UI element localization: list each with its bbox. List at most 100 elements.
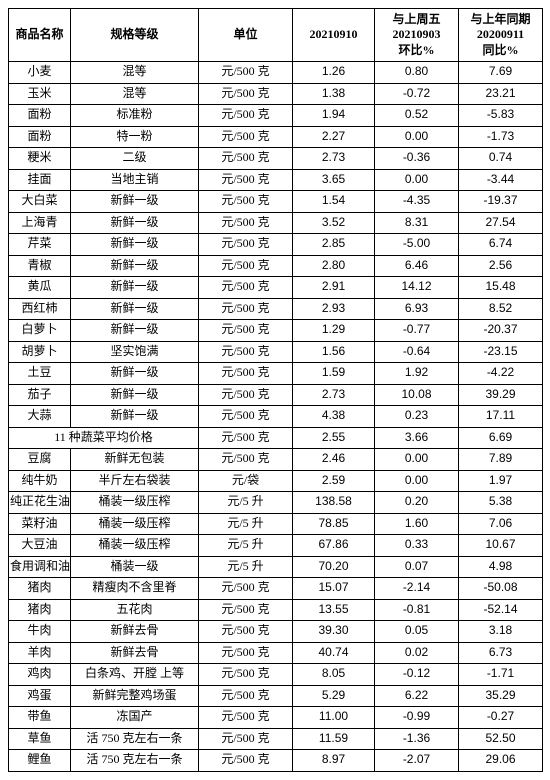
cell-price: 39.30 [293,621,375,643]
cell-price: 15.07 [293,578,375,600]
cell-spec: 新鲜一级 [71,255,199,277]
cell-name: 芹菜 [9,234,71,256]
col-header-wow: 与上周五 20210903 环比% [375,9,459,62]
cell-wow: 6.93 [375,298,459,320]
table-row: 面粉特一粉元/500 克2.270.00-1.73 [9,126,543,148]
table-row: 鲤鱼活 750 克左右一条元/500 克8.97-2.0729.06 [9,750,543,772]
table-row: 大蒜新鲜一级元/500 克4.380.2317.11 [9,406,543,428]
cell-price: 11.00 [293,707,375,729]
price-table: 商品名称 规格等级 单位 20210910 与上周五 20210903 环比% … [8,8,543,772]
cell-yoy: -20.37 [459,320,543,342]
table-body: 小麦混等元/500 克1.260.807.69玉米混等元/500 克1.38-0… [9,62,543,772]
cell-spec: 半斤左右袋装 [71,470,199,492]
cell-name: 黄瓜 [9,277,71,299]
cell-price: 13.55 [293,599,375,621]
cell-wow: 0.00 [375,126,459,148]
cell-price: 2.91 [293,277,375,299]
cell-name: 面粉 [9,126,71,148]
cell-unit: 元/500 克 [199,83,293,105]
cell-price: 1.94 [293,105,375,127]
cell-name: 菜籽油 [9,513,71,535]
cell-spec: 活 750 克左右一条 [71,750,199,772]
cell-yoy: 35.29 [459,685,543,707]
cell-spec: 桶装一级 [71,556,199,578]
table-row: 大豆油桶装一级压榨元/5 升67.860.3310.67 [9,535,543,557]
header-row: 商品名称 规格等级 单位 20210910 与上周五 20210903 环比% … [9,9,543,62]
cell-spec: 当地主销 [71,169,199,191]
merged-label-cell: 11 种蔬菜平均价格 [9,427,199,449]
cell-yoy: 6.74 [459,234,543,256]
cell-name: 上海青 [9,212,71,234]
cell-wow: 0.05 [375,621,459,643]
cell-wow: 14.12 [375,277,459,299]
cell-name: 青椒 [9,255,71,277]
cell-wow: 0.20 [375,492,459,514]
table-row: 胡萝卜坚实饱满元/500 克1.56-0.64-23.15 [9,341,543,363]
table-row: 上海青新鲜一级元/500 克3.528.3127.54 [9,212,543,234]
cell-unit: 元/500 克 [199,255,293,277]
cell-name: 西红柿 [9,298,71,320]
cell-yoy: 7.06 [459,513,543,535]
cell-yoy: 4.98 [459,556,543,578]
cell-wow: 0.07 [375,556,459,578]
cell-yoy: 3.18 [459,621,543,643]
cell-wow: 6.46 [375,255,459,277]
cell-wow: -0.77 [375,320,459,342]
cell-spec: 特一粉 [71,126,199,148]
cell-spec: 新鲜一级 [71,384,199,406]
table-row: 挂面当地主销元/500 克3.650.00-3.44 [9,169,543,191]
cell-name: 猪肉 [9,599,71,621]
table-row: 纯正花生油桶装一级压榨元/5 升138.580.205.38 [9,492,543,514]
cell-wow: -0.12 [375,664,459,686]
cell-spec: 新鲜一级 [71,234,199,256]
cell-wow: -0.64 [375,341,459,363]
cell-wow: 1.60 [375,513,459,535]
cell-yoy: 10.67 [459,535,543,557]
cell-price: 138.58 [293,492,375,514]
cell-yoy: -5.83 [459,105,543,127]
cell-name: 豆腐 [9,449,71,471]
cell-name: 鸡蛋 [9,685,71,707]
cell-wow: -0.72 [375,83,459,105]
cell-spec: 活 750 克左右一条 [71,728,199,750]
cell-yoy: 27.54 [459,212,543,234]
cell-spec: 混等 [71,62,199,84]
cell-spec: 标准粉 [71,105,199,127]
cell-price: 1.59 [293,363,375,385]
cell-unit: 元/500 克 [199,126,293,148]
cell-unit: 元/500 克 [199,621,293,643]
cell-unit: 元/500 克 [199,427,293,449]
table-row: 小麦混等元/500 克1.260.807.69 [9,62,543,84]
cell-unit: 元/500 克 [199,212,293,234]
cell-unit: 元/500 克 [199,664,293,686]
cell-unit: 元/500 克 [199,449,293,471]
cell-wow: 0.00 [375,449,459,471]
cell-name: 大蒜 [9,406,71,428]
cell-yoy: 52.50 [459,728,543,750]
cell-wow: 1.92 [375,363,459,385]
cell-unit: 元/袋 [199,470,293,492]
cell-spec: 桶装一级压榨 [71,513,199,535]
cell-wow: 0.23 [375,406,459,428]
cell-price: 3.65 [293,169,375,191]
cell-spec: 新鲜一级 [71,212,199,234]
table-row: 面粉标准粉元/500 克1.940.52-5.83 [9,105,543,127]
table-row: 纯牛奶半斤左右袋装元/袋2.590.001.97 [9,470,543,492]
cell-spec: 新鲜一级 [71,363,199,385]
cell-wow: 0.02 [375,642,459,664]
cell-price: 2.73 [293,384,375,406]
table-row: 羊肉新鲜去骨元/500 克40.740.026.73 [9,642,543,664]
cell-name: 纯牛奶 [9,470,71,492]
cell-yoy: -23.15 [459,341,543,363]
table-row: 白萝卜新鲜一级元/500 克1.29-0.77-20.37 [9,320,543,342]
table-row: 玉米混等元/500 克1.38-0.7223.21 [9,83,543,105]
cell-price: 1.38 [293,83,375,105]
cell-spec: 新鲜一级 [71,406,199,428]
cell-name: 茄子 [9,384,71,406]
table-row: 土豆新鲜一级元/500 克1.591.92-4.22 [9,363,543,385]
cell-name: 草鱼 [9,728,71,750]
cell-yoy: 15.48 [459,277,543,299]
cell-yoy: 7.69 [459,62,543,84]
cell-price: 3.52 [293,212,375,234]
cell-unit: 元/500 克 [199,750,293,772]
